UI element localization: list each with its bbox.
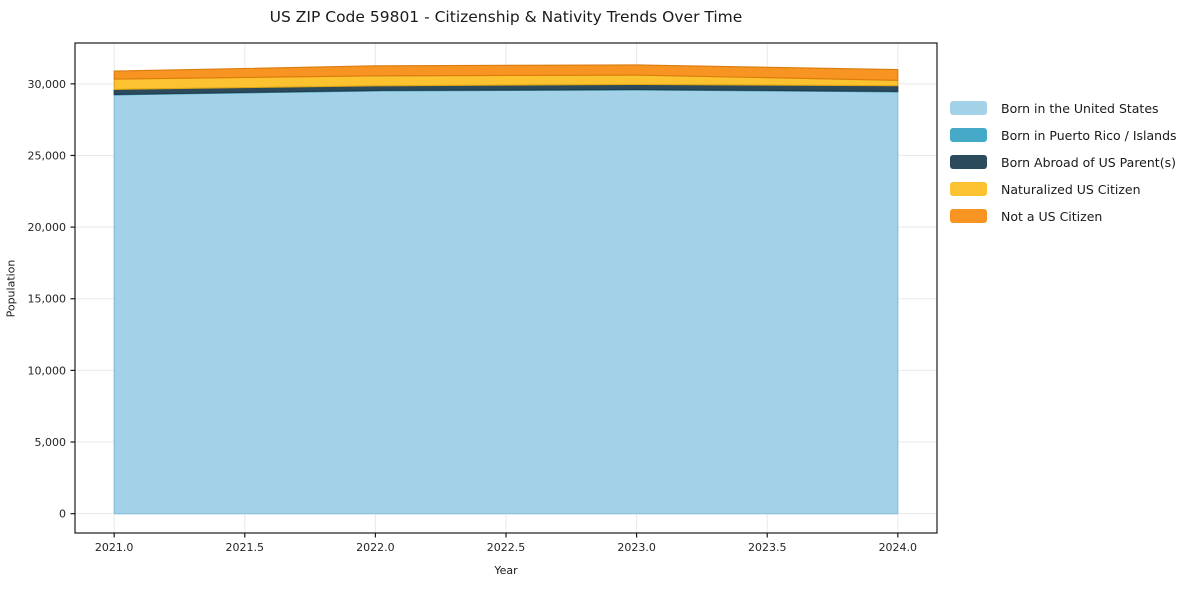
legend-label: Naturalized US Citizen: [1001, 181, 1141, 197]
x-tick-label: 2021.5: [226, 541, 265, 554]
y-tick-label: 25,000: [28, 149, 67, 162]
legend-swatch-icon: [950, 101, 987, 115]
y-tick-label: 20,000: [28, 221, 67, 234]
legend-label: Born in Puerto Rico / Islands: [1001, 127, 1177, 143]
area-series-not-a-us-citizen: [113, 64, 899, 81]
legend-swatch-icon: [950, 209, 987, 223]
x-tick-label: 2023.5: [748, 541, 787, 554]
legend: Born in the United States Born in Puerto…: [950, 100, 1177, 224]
legend-item: Naturalized US Citizen: [950, 181, 1177, 197]
y-tick-label: 0: [59, 508, 66, 521]
legend-swatch-icon: [950, 128, 987, 142]
x-tick-label: 2022.0: [356, 541, 395, 554]
y-tick-label: 5,000: [35, 436, 67, 449]
y-axis-label: Population: [4, 259, 18, 318]
x-tick-label: 2024.0: [879, 541, 918, 554]
legend-label: Born in the United States: [1001, 100, 1159, 116]
legend-label: Not a US Citizen: [1001, 208, 1103, 224]
x-tick-label: 2023.0: [617, 541, 656, 554]
y-tick-label: 30,000: [28, 78, 67, 91]
legend-swatch-icon: [950, 182, 987, 196]
x-tick-label: 2022.5: [487, 541, 526, 554]
y-tick-label: 10,000: [28, 364, 67, 377]
y-tick-label: 15,000: [28, 293, 67, 306]
legend-item: Born in the United States: [950, 100, 1177, 116]
chart-title: US ZIP Code 59801 - Citizenship & Nativi…: [269, 8, 743, 26]
x-tick-label: 2021.0: [95, 541, 134, 554]
legend-item: Not a US Citizen: [950, 208, 1177, 224]
x-axis-label: Year: [494, 564, 518, 577]
legend-label: Born Abroad of US Parent(s): [1001, 154, 1176, 170]
legend-swatch-icon: [950, 155, 987, 169]
legend-item: Born Abroad of US Parent(s): [950, 154, 1177, 170]
area-series-born-in-the-united-states: [113, 89, 899, 515]
legend-item: Born in Puerto Rico / Islands: [950, 127, 1177, 143]
